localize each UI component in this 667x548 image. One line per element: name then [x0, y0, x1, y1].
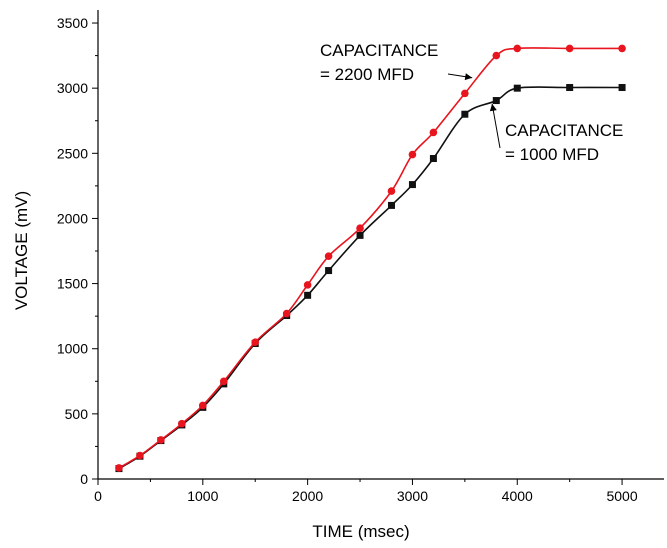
data-point	[618, 84, 626, 92]
x-tick-label: 0	[94, 488, 102, 504]
labels: TIME (msec) VOLTAGE (mV) CAPACITANCE = 2200…	[12, 41, 623, 541]
series-line-0	[118, 47, 623, 469]
annotation-2200-arrowhead	[464, 73, 473, 81]
y-tick-label: 0	[80, 471, 88, 487]
y-tick-label: 2500	[57, 145, 88, 161]
data-point	[513, 84, 521, 92]
data-point	[618, 44, 626, 53]
data-point	[251, 338, 260, 347]
annotation-2200-line: CAPACITANCE	[320, 41, 438, 60]
data-point	[387, 187, 396, 195]
data-point	[199, 401, 207, 410]
data-point	[282, 309, 291, 318]
data-point	[157, 436, 165, 444]
axes: 0 1000 2000 3000 4000 5000 0 500 1000 1500 2000 250…	[57, 10, 664, 504]
annotation-1000-leader	[491, 103, 501, 149]
annotation-1000-line: CAPACITANCE	[505, 121, 623, 140]
x-tick-label: 4000	[502, 488, 533, 504]
data-point	[429, 155, 437, 163]
x-tick-label: 5000	[606, 488, 637, 504]
data-point	[303, 281, 312, 289]
y-tick-label: 1000	[57, 341, 88, 357]
data-point	[461, 110, 469, 118]
x-axis-title: TIME (msec)	[312, 522, 409, 541]
annotation-2200-line: = 2200 MFD	[320, 65, 414, 84]
data-point	[304, 291, 312, 299]
x-tick-label: 3000	[397, 488, 428, 504]
x-tick-label: 1000	[187, 488, 218, 504]
data-point	[178, 419, 186, 428]
data-point	[325, 267, 333, 275]
data-point	[492, 97, 500, 105]
data-point	[356, 224, 364, 233]
y-tick-label: 2000	[57, 210, 88, 226]
data-point	[566, 84, 574, 92]
annotation-1000-arrowhead	[489, 103, 497, 112]
data-point	[356, 231, 364, 239]
y-tick-label: 500	[65, 406, 89, 422]
x-tick-label: 2000	[292, 488, 323, 504]
data-point	[429, 128, 438, 137]
data-point	[461, 89, 469, 98]
y-tick-label: 3500	[57, 15, 88, 31]
data-point	[324, 252, 333, 261]
data-point	[565, 44, 574, 53]
data-point	[136, 451, 144, 460]
data-marks	[115, 44, 626, 473]
data-point	[408, 150, 417, 159]
y-axis-title: VOLTAGE (mV)	[12, 191, 31, 310]
y-tick-label: 1500	[57, 276, 88, 292]
y-tick-label: 3000	[57, 80, 88, 96]
data-point	[408, 181, 416, 189]
data-point	[219, 377, 228, 386]
annotation-1000-line: = 1000 MFD	[505, 145, 599, 164]
data-point	[115, 464, 123, 472]
data-point	[513, 44, 522, 53]
data-point	[387, 201, 395, 209]
data-point	[492, 51, 501, 60]
